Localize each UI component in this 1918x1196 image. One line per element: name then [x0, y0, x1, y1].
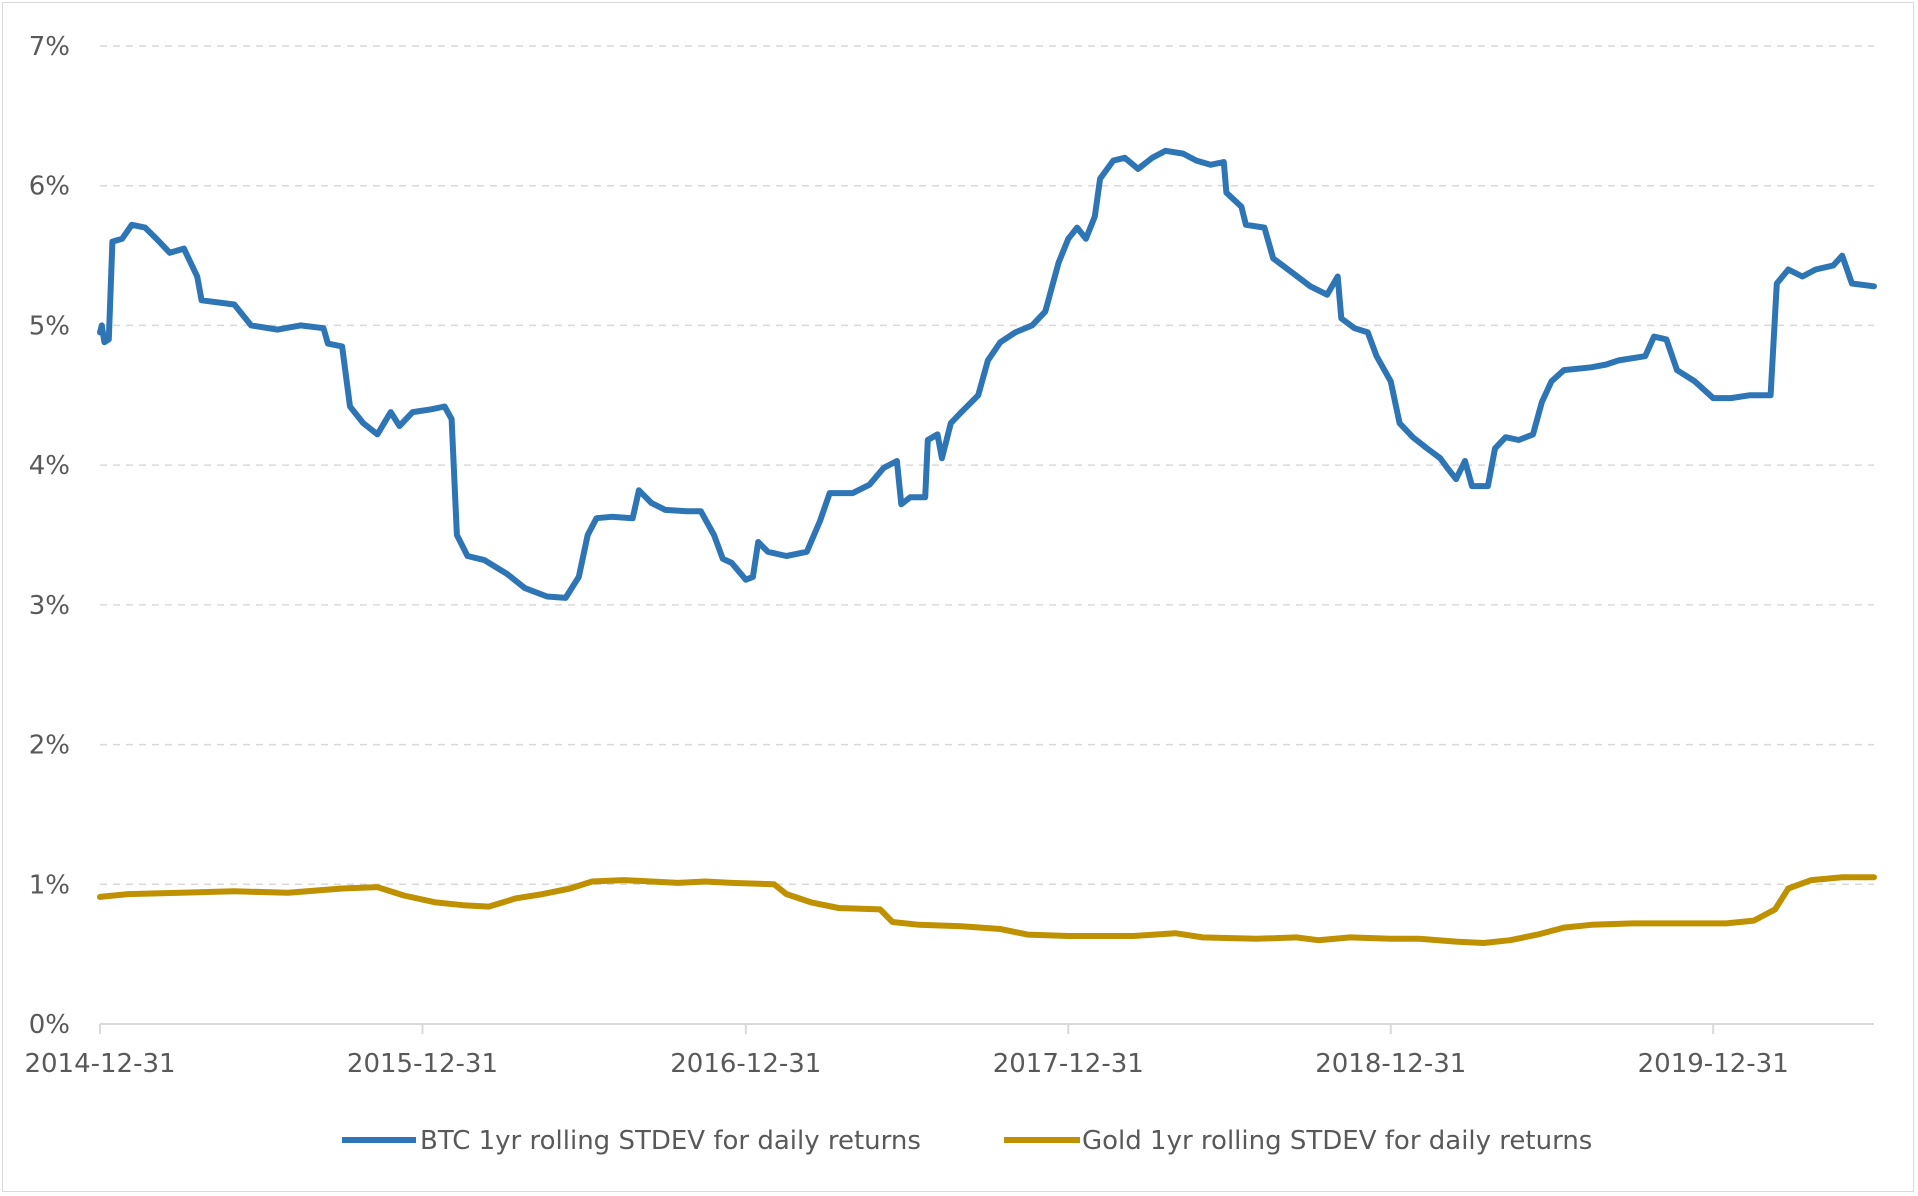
y-axis-tick-labels: 0% 1% 2% 3% 4% 5% 6% 7%	[29, 32, 70, 1040]
y-tick-label: 2%	[29, 731, 70, 761]
x-tick-label: 2015-12-31	[347, 1049, 498, 1079]
y-tick-label: 6%	[29, 172, 70, 202]
x-tick-label: 2017-12-31	[993, 1049, 1144, 1079]
legend-label-btc: BTC 1yr rolling STDEV for daily returns	[420, 1126, 921, 1156]
x-tick-label: 2019-12-31	[1638, 1049, 1789, 1079]
y-tick-label: 0%	[29, 1010, 70, 1040]
x-axis-ticks: 2014-12-31 2015-12-31 2016-12-31 2017-12-31…	[24, 1024, 1789, 1079]
legend: BTC 1yr rolling STDEV for daily returns …	[342, 1126, 1592, 1156]
y-tick-label: 1%	[29, 870, 70, 900]
legend-label-gold: Gold 1yr rolling STDEV for daily returns	[1082, 1126, 1592, 1156]
series-lines	[97, 147, 1877, 946]
y-tick-label: 5%	[29, 311, 70, 341]
x-tick-label: 2014-12-31	[24, 1049, 175, 1079]
y-tick-label: 3%	[29, 591, 70, 621]
x-tick-label: 2018-12-31	[1315, 1049, 1466, 1079]
y-tick-label: 4%	[29, 451, 70, 481]
y-tick-label: 7%	[29, 32, 70, 62]
series-line-gold	[97, 874, 1877, 946]
series-line-btc	[97, 147, 1877, 601]
gridlines	[100, 45, 1874, 886]
x-tick-label: 2016-12-31	[670, 1049, 821, 1079]
